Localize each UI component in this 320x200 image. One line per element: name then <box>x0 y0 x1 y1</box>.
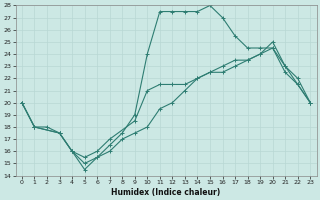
X-axis label: Humidex (Indice chaleur): Humidex (Indice chaleur) <box>111 188 221 197</box>
